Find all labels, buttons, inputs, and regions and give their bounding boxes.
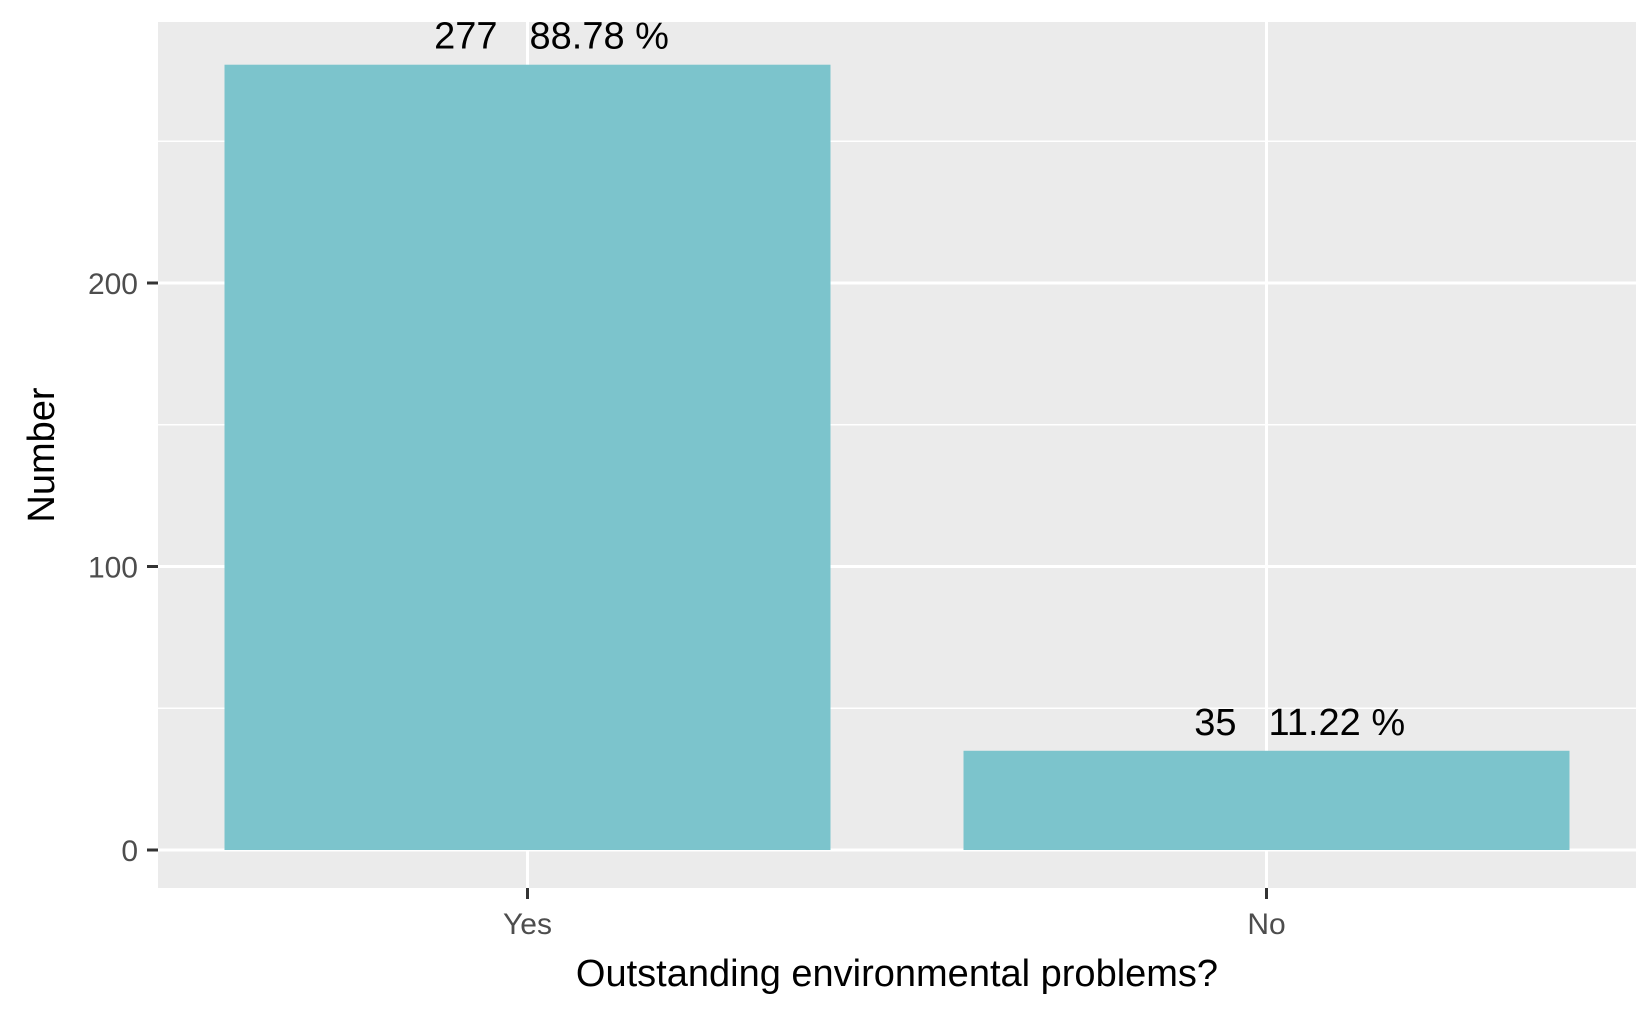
y-tick-label: 200 [88, 268, 138, 301]
y-axis-title: Number [21, 387, 63, 522]
y-axis: 0 100 200 [88, 268, 158, 868]
y-tick-label: 100 [88, 552, 138, 585]
data-label-percent: 88.78 % [530, 16, 669, 58]
y-tick-label: 0 [121, 835, 138, 868]
x-axis-title: Outstanding environmental problems? [576, 953, 1218, 995]
data-label-count: 277 [434, 16, 497, 58]
data-labels: 277 88.78 % 35 11.22 % [434, 16, 1405, 744]
x-axis: Yes No [503, 888, 1286, 941]
data-label-count: 35 [1194, 702, 1236, 744]
data-label-percent: 11.22 % [1269, 702, 1406, 744]
bar-no [963, 750, 1570, 850]
x-tick-label: Yes [503, 908, 552, 941]
x-tick-label: No [1247, 908, 1285, 941]
bars [224, 64, 1570, 850]
bar-yes [224, 64, 831, 850]
